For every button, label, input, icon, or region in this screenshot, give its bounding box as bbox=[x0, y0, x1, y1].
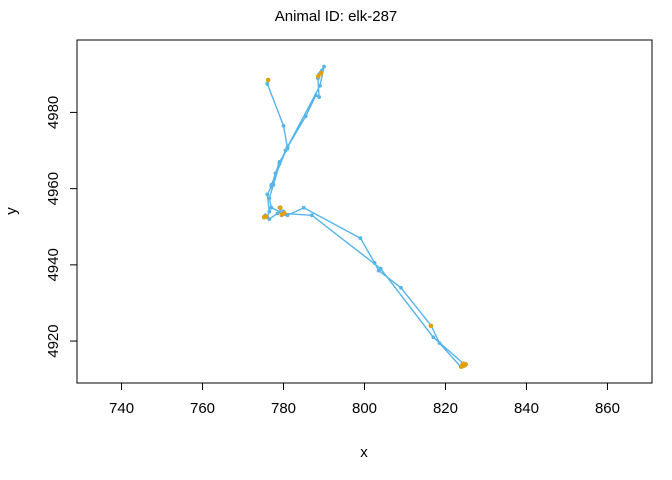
x-axis-label: x bbox=[360, 444, 368, 461]
highlight-point bbox=[318, 70, 324, 76]
y-tick-label: 4980 bbox=[45, 96, 62, 129]
highlight-point bbox=[277, 205, 283, 210]
data-point bbox=[431, 335, 436, 340]
data-point bbox=[378, 266, 383, 271]
highlight-point bbox=[428, 323, 434, 329]
chart-title: Animal ID: elk-287 bbox=[275, 8, 398, 25]
data-point bbox=[322, 64, 326, 69]
x-tick-label: 800 bbox=[352, 400, 377, 417]
data-point bbox=[281, 123, 286, 128]
x-axis: 740 760 780 800 820 840 860 bbox=[109, 382, 620, 417]
data-point bbox=[269, 182, 274, 187]
plot-frame bbox=[76, 39, 653, 384]
data-point bbox=[437, 341, 442, 345]
data-point bbox=[372, 261, 377, 265]
highlight-point bbox=[265, 77, 271, 83]
data-point bbox=[285, 144, 290, 149]
x-tick-label: 840 bbox=[514, 400, 539, 417]
data-point bbox=[283, 148, 288, 153]
x-tick-label: 740 bbox=[109, 400, 134, 417]
data-point bbox=[269, 205, 274, 210]
y-tick-label: 4940 bbox=[45, 248, 62, 281]
highlight-point bbox=[263, 214, 269, 219]
data-point bbox=[273, 171, 278, 176]
data-point bbox=[301, 205, 306, 210]
y-tick-label: 4960 bbox=[45, 172, 62, 205]
data-point bbox=[267, 196, 272, 201]
track-layer bbox=[263, 65, 467, 368]
data-point bbox=[309, 213, 314, 218]
highlight-point bbox=[460, 361, 466, 367]
x-tick-label: 780 bbox=[271, 400, 296, 417]
track-line bbox=[263, 65, 467, 368]
x-tick-label: 860 bbox=[595, 400, 620, 417]
y-tick-label: 4920 bbox=[45, 324, 62, 357]
y-axis: 4920 4940 4960 4980 bbox=[45, 96, 78, 358]
data-point bbox=[318, 83, 322, 88]
data-point bbox=[267, 217, 272, 222]
data-point bbox=[358, 236, 363, 241]
y-axis-label: y bbox=[3, 207, 20, 215]
data-point bbox=[285, 213, 290, 218]
data-point bbox=[275, 211, 280, 216]
points-layer bbox=[262, 64, 468, 369]
data-point bbox=[303, 114, 308, 119]
highlight-point bbox=[316, 73, 321, 79]
highlight-point bbox=[282, 210, 287, 216]
data-point bbox=[265, 81, 270, 86]
data-point bbox=[265, 192, 270, 197]
data-point bbox=[267, 209, 272, 214]
data-point bbox=[314, 93, 318, 98]
x-tick-label: 820 bbox=[433, 400, 458, 417]
data-point bbox=[317, 95, 322, 100]
highlight-points-layer bbox=[261, 70, 469, 369]
data-point bbox=[399, 285, 403, 290]
data-point bbox=[277, 161, 282, 166]
x-tick-label: 760 bbox=[190, 400, 215, 417]
